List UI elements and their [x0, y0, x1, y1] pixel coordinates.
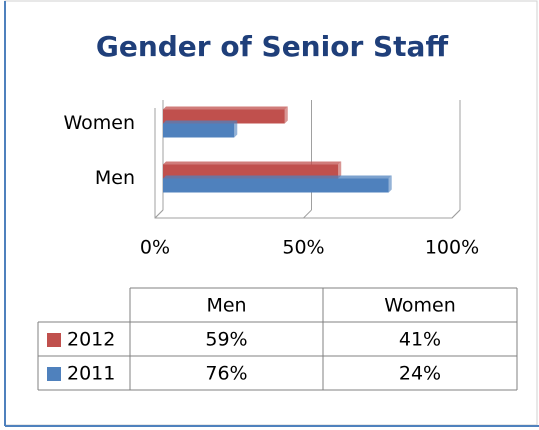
- grid-line: [154, 209, 164, 219]
- bar: [163, 164, 339, 179]
- bar-end: [338, 161, 342, 179]
- y-tick-label: Men: [95, 167, 135, 189]
- x-tick-label: 0%: [140, 237, 170, 259]
- bar: [163, 123, 235, 138]
- grid-line: [303, 209, 312, 219]
- bar: [163, 178, 389, 193]
- table-cell: 76%: [205, 363, 247, 385]
- chart-frame: [4, 0, 538, 426]
- table-cell: 41%: [399, 329, 441, 351]
- bar-top: [163, 161, 342, 165]
- bar-end: [388, 175, 392, 193]
- legend-swatch: [47, 333, 61, 347]
- x-tick-label: 100%: [425, 237, 479, 259]
- bar-end: [284, 106, 288, 124]
- bar-top: [163, 120, 238, 124]
- legend-label: 2011: [67, 363, 115, 385]
- bar-top: [163, 106, 288, 110]
- table-header: Men: [206, 295, 246, 317]
- table-cell: 24%: [399, 363, 441, 385]
- y-tick-label: Women: [63, 112, 135, 134]
- legend-label: 2012: [67, 329, 115, 351]
- table-cell: 59%: [205, 329, 247, 351]
- bar: [163, 109, 285, 124]
- bar-end: [234, 120, 238, 138]
- chart-title: Gender of Senior Staff: [96, 30, 449, 63]
- bar-top: [163, 175, 392, 179]
- grid-line: [451, 209, 461, 219]
- x-tick-label: 50%: [282, 237, 324, 259]
- table-header: Women: [384, 295, 456, 317]
- legend-swatch: [47, 367, 61, 381]
